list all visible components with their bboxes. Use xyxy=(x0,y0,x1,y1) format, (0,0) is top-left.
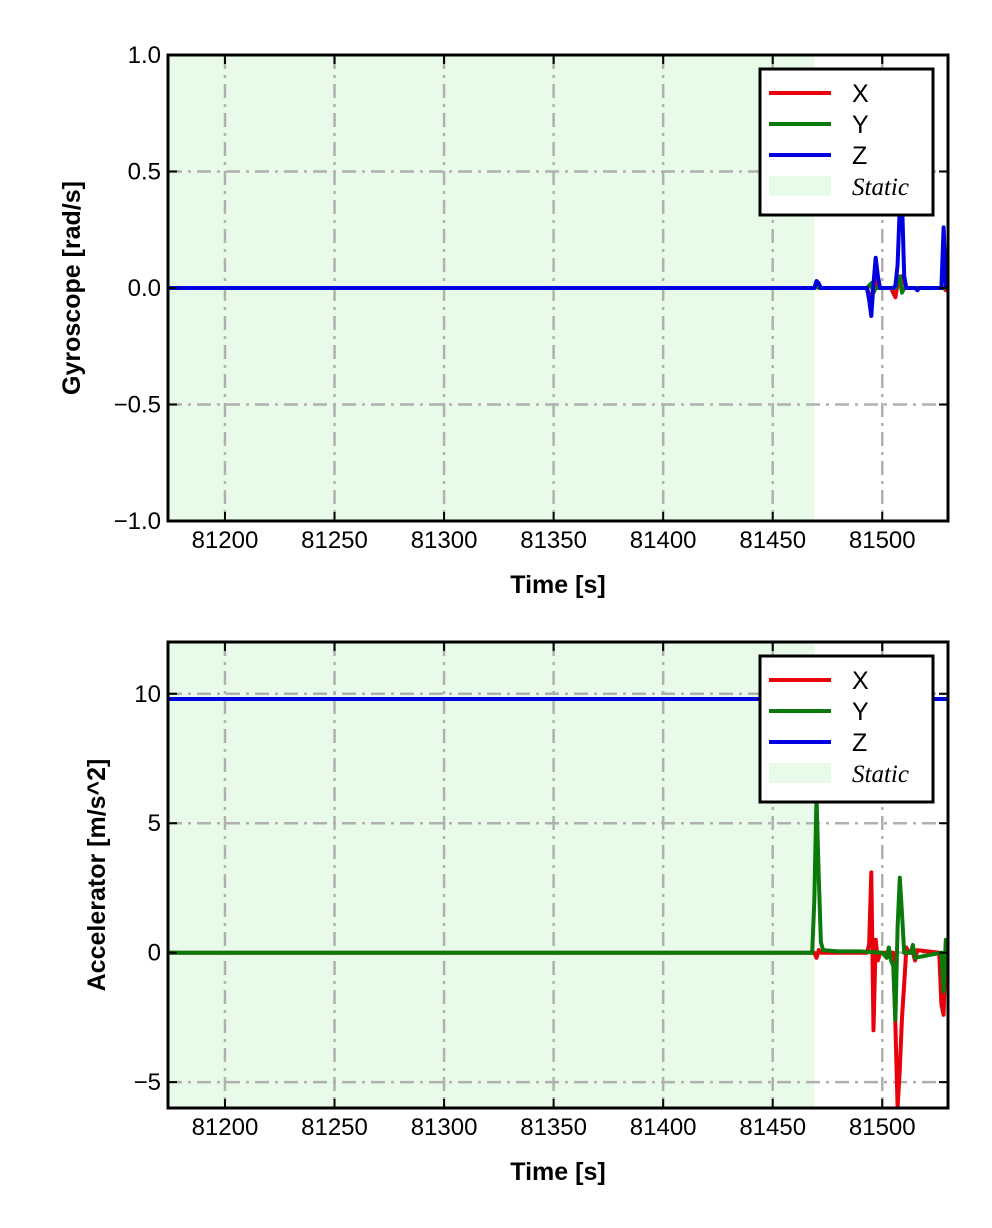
legend-label-x: X xyxy=(852,80,869,108)
x-tick-label: 81200 xyxy=(192,1114,259,1141)
legend-label-y: Y xyxy=(852,111,869,139)
x-tick-label: 81250 xyxy=(301,527,368,554)
y-axis-label: Accelerator [m/s^2] xyxy=(83,759,111,992)
x-tick-label: 81400 xyxy=(630,527,697,554)
legend-swatch-static xyxy=(769,176,831,196)
y-tick-label: 10 xyxy=(134,681,161,708)
legend-label-y: Y xyxy=(852,698,869,726)
legend-label-static: Static xyxy=(852,174,909,201)
x-tick-label: 81350 xyxy=(520,527,587,554)
legend-label-static: Static xyxy=(852,761,909,788)
legend-label-z: Z xyxy=(852,729,867,757)
x-axis-label: Time [s] xyxy=(510,1158,605,1186)
series-line-z xyxy=(168,197,948,318)
y-tick-label: 0.5 xyxy=(128,159,161,186)
x-tick-label: 81350 xyxy=(520,1114,587,1141)
legend: XYZ Static xyxy=(758,67,935,217)
y-tick-label: −0.5 xyxy=(114,392,161,419)
x-tick-label: 81300 xyxy=(411,527,478,554)
y-tick-label: −5 xyxy=(134,1069,161,1096)
x-tick-label: 81300 xyxy=(411,1114,478,1141)
series-group xyxy=(168,197,948,318)
y-tick-label: 1.0 xyxy=(128,42,161,69)
y-tick-label: −1.0 xyxy=(114,508,161,535)
x-tick-label: 81450 xyxy=(739,527,806,554)
legend-swatch-static xyxy=(769,763,831,783)
accelerometer-panel: 81200 81250 81300 81350 81400 81450 81500 −5 0 5 1… xyxy=(83,640,950,1186)
y-tick-label: 5 xyxy=(148,810,161,837)
series-group xyxy=(168,697,948,1108)
legend: XYZ Static xyxy=(758,654,935,804)
x-tick-label: 81500 xyxy=(849,527,916,554)
series-line-y xyxy=(168,795,948,1022)
gyroscope-panel: 81200 81250 81300 81350 81400 81450 81500 −1.0 −… xyxy=(58,42,950,599)
x-tick-label: 81400 xyxy=(630,1114,697,1141)
y-tick-label: 0.0 xyxy=(128,275,161,302)
plot-frame xyxy=(166,640,950,1110)
y-tick-label: 0 xyxy=(148,940,161,967)
x-tick-label: 81200 xyxy=(192,527,259,554)
x-tick-label: 81450 xyxy=(739,1114,806,1141)
legend-label-z: Z xyxy=(852,142,867,170)
x-tick-label: 81250 xyxy=(301,1114,368,1141)
static-region xyxy=(168,642,815,1108)
legend-label-x: X xyxy=(852,667,869,695)
y-axis-label: Gyroscope [rad/s] xyxy=(58,181,86,395)
x-axis-label: Time [s] xyxy=(510,571,605,599)
x-tick-label: 81500 xyxy=(849,1114,916,1141)
